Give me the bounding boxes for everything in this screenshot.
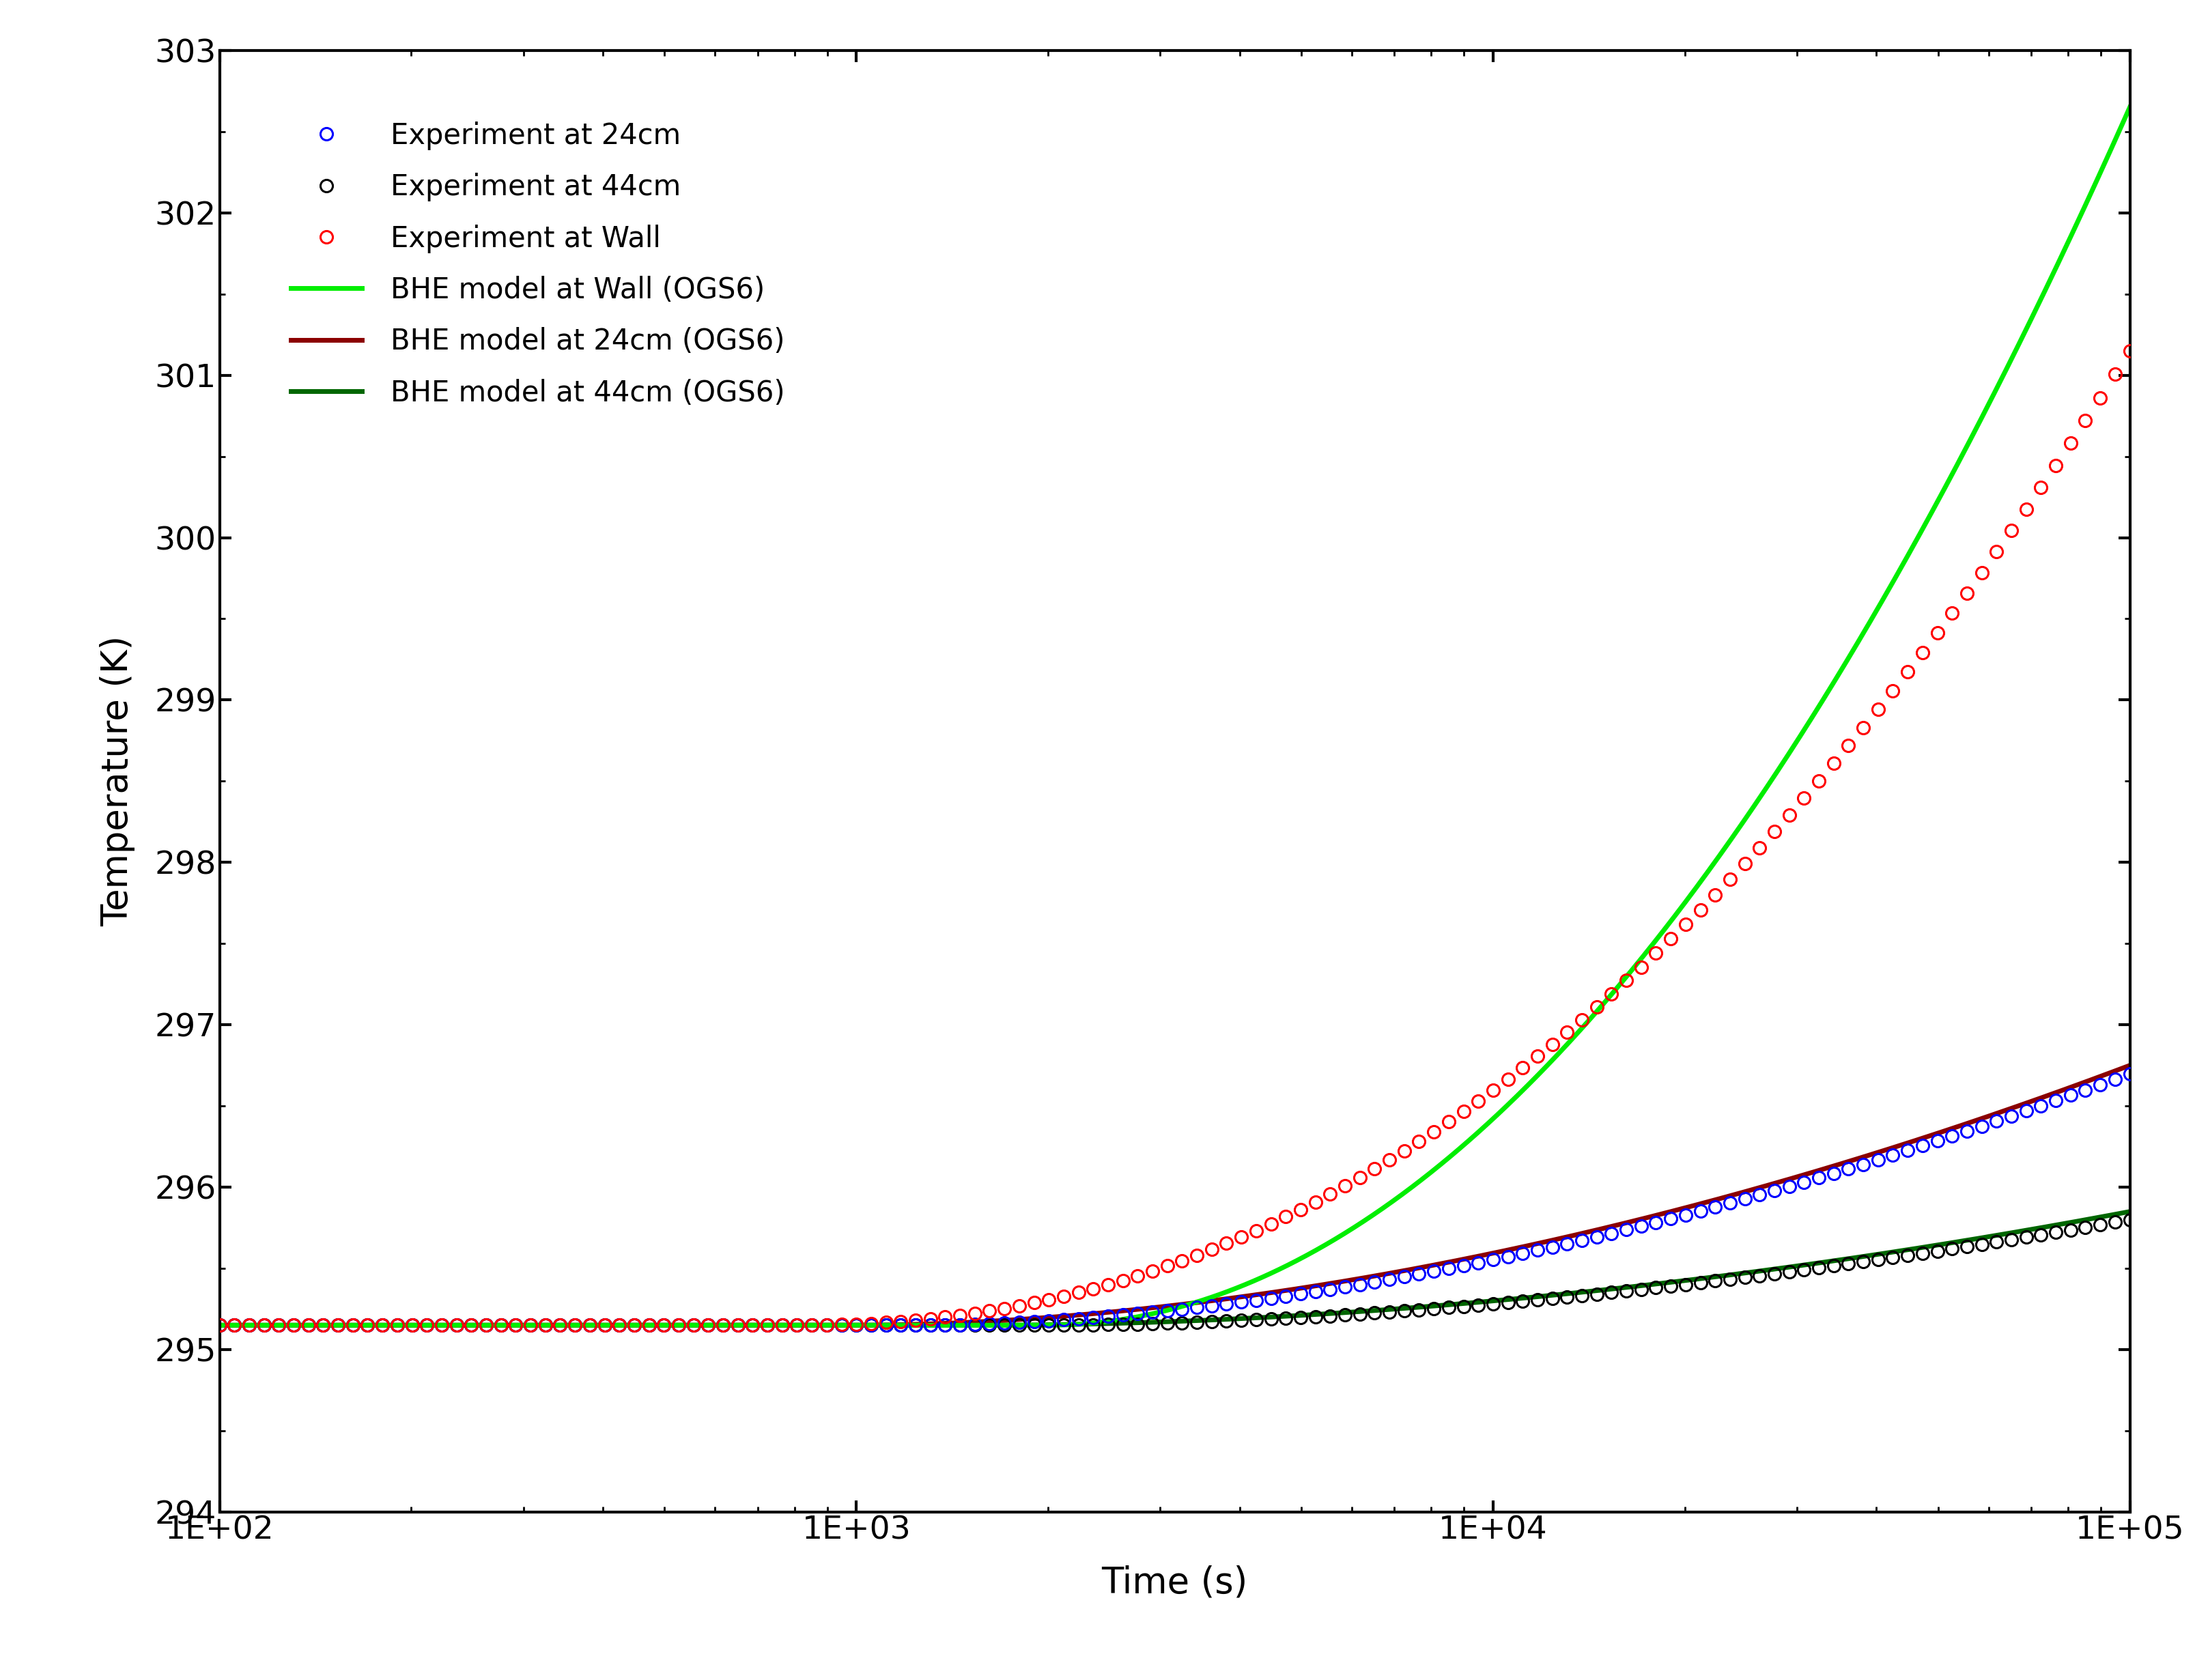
BHE model at 44cm (OGS6) — [2116, 1201, 2142, 1221]
Experiment at Wall — [294, 1315, 320, 1336]
Experiment at 44cm — [1820, 1255, 1846, 1275]
BHE model at Wall (OGS6) — [1135, 1305, 1161, 1326]
Experiment at Wall — [1242, 1220, 1269, 1240]
Experiment at 24cm — [206, 1315, 233, 1336]
Experiment at 44cm — [294, 1315, 320, 1336]
Experiment at Wall — [1820, 753, 1846, 773]
BHE model at 24cm (OGS6) — [1135, 1299, 1161, 1319]
Experiment at 24cm — [1879, 1146, 1905, 1166]
BHE model at Wall (OGS6) — [303, 1315, 329, 1336]
Y-axis label: Temperature (K): Temperature (K) — [101, 635, 136, 927]
BHE model at 44cm (OGS6) — [1084, 1314, 1111, 1334]
Experiment at Wall — [206, 1315, 233, 1336]
BHE model at 44cm (OGS6) — [2059, 1211, 2085, 1231]
Experiment at 24cm — [1567, 1230, 1594, 1250]
X-axis label: Time (s): Time (s) — [1102, 1566, 1247, 1601]
Experiment at 44cm — [1954, 1236, 1980, 1257]
Experiment at 44cm — [206, 1315, 233, 1336]
Experiment at 24cm — [1242, 1290, 1269, 1310]
BHE model at 24cm (OGS6) — [2059, 1077, 2085, 1097]
Experiment at Wall — [2116, 341, 2142, 361]
Experiment at 24cm — [1954, 1121, 1980, 1141]
BHE model at Wall (OGS6) — [2059, 220, 2085, 240]
Experiment at 24cm — [1820, 1163, 1846, 1183]
BHE model at 24cm (OGS6) — [2116, 1055, 2142, 1075]
BHE model at 44cm (OGS6) — [206, 1315, 233, 1336]
Legend: Experiment at 24cm, Experiment at 44cm, Experiment at Wall, BHE model at Wall (O: Experiment at 24cm, Experiment at 44cm, … — [261, 92, 812, 435]
Experiment at Wall — [1567, 1010, 1594, 1030]
Line: BHE model at 24cm (OGS6): BHE model at 24cm (OGS6) — [220, 1065, 2129, 1326]
Line: BHE model at Wall (OGS6): BHE model at Wall (OGS6) — [220, 108, 2129, 1326]
Experiment at 44cm — [1242, 1310, 1269, 1331]
BHE model at 44cm (OGS6) — [1135, 1312, 1161, 1332]
Experiment at Wall — [1879, 680, 1905, 701]
Experiment at 24cm — [2116, 1063, 2142, 1084]
BHE model at Wall (OGS6) — [206, 1315, 233, 1336]
BHE model at 24cm (OGS6) — [303, 1315, 329, 1336]
Experiment at 44cm — [1879, 1248, 1905, 1268]
Experiment at 44cm — [2116, 1210, 2142, 1230]
Experiment at 44cm — [1567, 1285, 1594, 1305]
BHE model at 24cm (OGS6) — [2061, 1075, 2087, 1095]
BHE model at 24cm (OGS6) — [1084, 1304, 1111, 1324]
BHE model at 24cm (OGS6) — [206, 1315, 233, 1336]
BHE model at 44cm (OGS6) — [2061, 1211, 2087, 1231]
BHE model at Wall (OGS6) — [2116, 97, 2142, 118]
BHE model at Wall (OGS6) — [1084, 1312, 1111, 1332]
Experiment at Wall — [1954, 583, 1980, 603]
Line: BHE model at 44cm (OGS6): BHE model at 44cm (OGS6) — [220, 1211, 2129, 1326]
Line: Experiment at 24cm: Experiment at 24cm — [213, 1067, 2136, 1332]
BHE model at 44cm (OGS6) — [303, 1315, 329, 1336]
BHE model at Wall (OGS6) — [2061, 218, 2087, 239]
Line: Experiment at 44cm: Experiment at 44cm — [213, 1213, 2136, 1332]
BHE model at Wall (OGS6) — [1710, 840, 1736, 860]
Line: Experiment at Wall: Experiment at Wall — [213, 344, 2136, 1332]
BHE model at 44cm (OGS6) — [1710, 1265, 1736, 1285]
BHE model at 24cm (OGS6) — [1710, 1188, 1736, 1208]
Experiment at 24cm — [294, 1315, 320, 1336]
